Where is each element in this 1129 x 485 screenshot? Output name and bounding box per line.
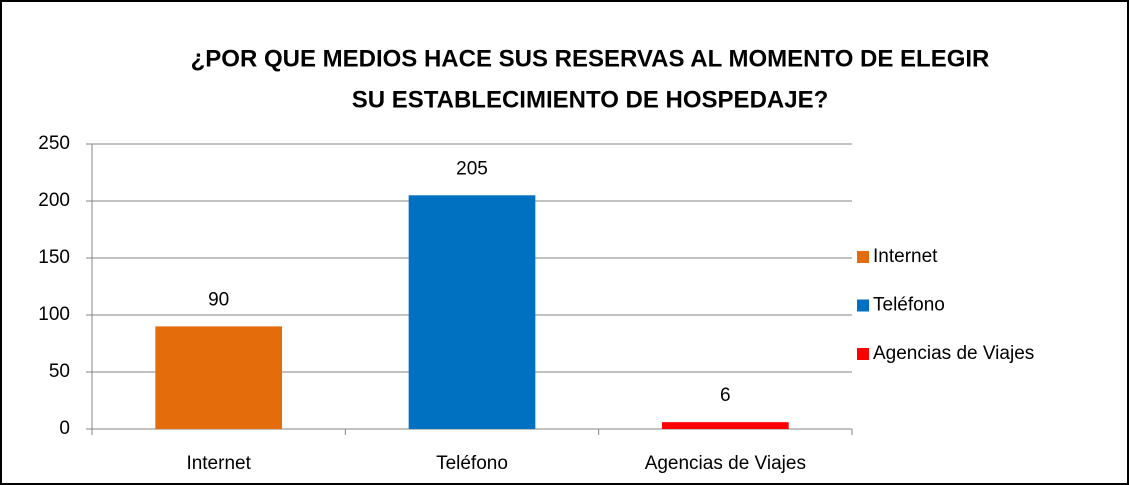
- bar: [662, 422, 789, 429]
- legend-swatch: [857, 299, 869, 312]
- legend-swatch: [857, 348, 869, 360]
- y-tick-label: 100: [38, 304, 70, 325]
- data-label: 205: [456, 158, 488, 179]
- y-tick-label: 200: [38, 190, 70, 211]
- data-label: 6: [720, 385, 731, 406]
- y-tick-label: 250: [38, 133, 70, 154]
- legend-swatch: [857, 251, 869, 263]
- legend-label: Internet: [873, 246, 938, 267]
- x-tick-label: Agencias de Viajes: [645, 453, 806, 474]
- y-tick-label: 150: [38, 247, 70, 268]
- bar: [155, 326, 282, 429]
- x-tick-label: Teléfono: [436, 453, 508, 474]
- legend-label: Teléfono: [873, 295, 945, 316]
- y-tick-label: 50: [49, 361, 70, 382]
- chart-title: SU ESTABLECIMIENTO DE HOSPEDAJE?: [352, 86, 829, 113]
- bar: [408, 195, 536, 429]
- legend-label: Agencias de Viajes: [873, 343, 1034, 364]
- chart-title: ¿POR QUE MEDIOS HACE SUS RESERVAS AL MOM…: [191, 45, 990, 72]
- y-tick-label: 0: [59, 418, 70, 439]
- x-tick-label: Internet: [186, 453, 251, 474]
- data-label: 90: [208, 289, 229, 310]
